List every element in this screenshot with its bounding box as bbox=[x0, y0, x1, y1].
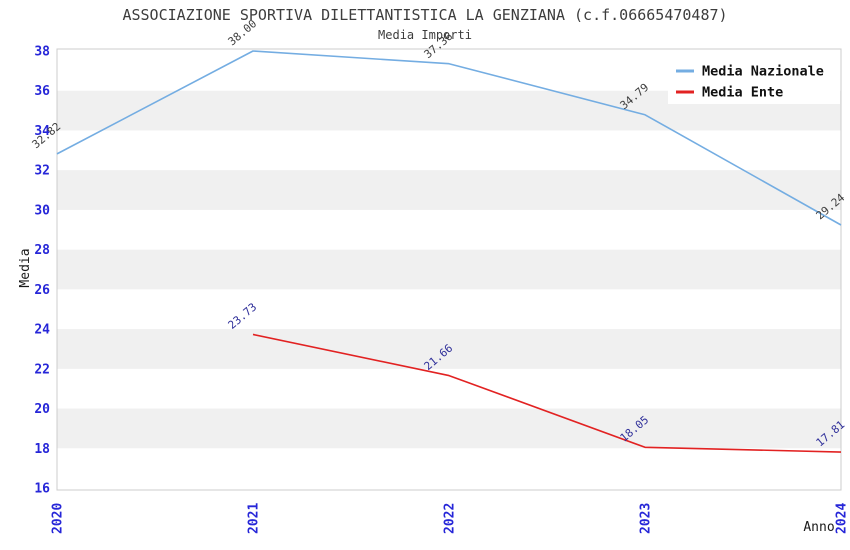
chart-title: ASSOCIAZIONE SPORTIVA DILETTANTISTICA LA… bbox=[122, 6, 728, 24]
y-tick-label: 38 bbox=[34, 45, 50, 60]
y-tick-label: 34 bbox=[34, 124, 50, 139]
y-tick-label: 18 bbox=[34, 442, 50, 457]
x-tick-label: 2021 bbox=[247, 503, 262, 534]
grid-band bbox=[57, 408, 841, 449]
y-tick-label: 22 bbox=[34, 362, 50, 377]
plot-border bbox=[56, 48, 842, 491]
legend-label: Media Ente bbox=[702, 85, 783, 101]
y-tick-label: 32 bbox=[34, 164, 50, 179]
x-tick-label: 2024 bbox=[835, 503, 850, 534]
series-line bbox=[56, 50, 842, 226]
series-line bbox=[252, 333, 842, 453]
x-tick-label: 2022 bbox=[443, 503, 458, 534]
grid-band bbox=[57, 329, 841, 369]
point-label: 38.00 bbox=[226, 17, 260, 48]
legend-label: Media Nazionale bbox=[702, 64, 824, 80]
grid-band bbox=[57, 249, 841, 290]
y-tick-label: 20 bbox=[34, 402, 50, 417]
grid-band bbox=[57, 170, 841, 210]
y-tick-label: 36 bbox=[34, 84, 50, 99]
y-tick-label: 16 bbox=[34, 482, 50, 497]
y-tick-label: 26 bbox=[34, 283, 50, 298]
y-tick-label: 28 bbox=[34, 243, 50, 258]
x-tick-label: 2020 bbox=[51, 503, 66, 534]
x-axis-title: Anno bbox=[803, 520, 834, 535]
y-axis-title: Media bbox=[18, 248, 33, 287]
chart-subtitle: Media Importi bbox=[378, 28, 472, 42]
x-tick-label: 2023 bbox=[639, 503, 654, 534]
y-tick-label: 24 bbox=[34, 323, 50, 338]
legend-box bbox=[668, 57, 840, 104]
y-tick-label: 30 bbox=[34, 203, 50, 218]
